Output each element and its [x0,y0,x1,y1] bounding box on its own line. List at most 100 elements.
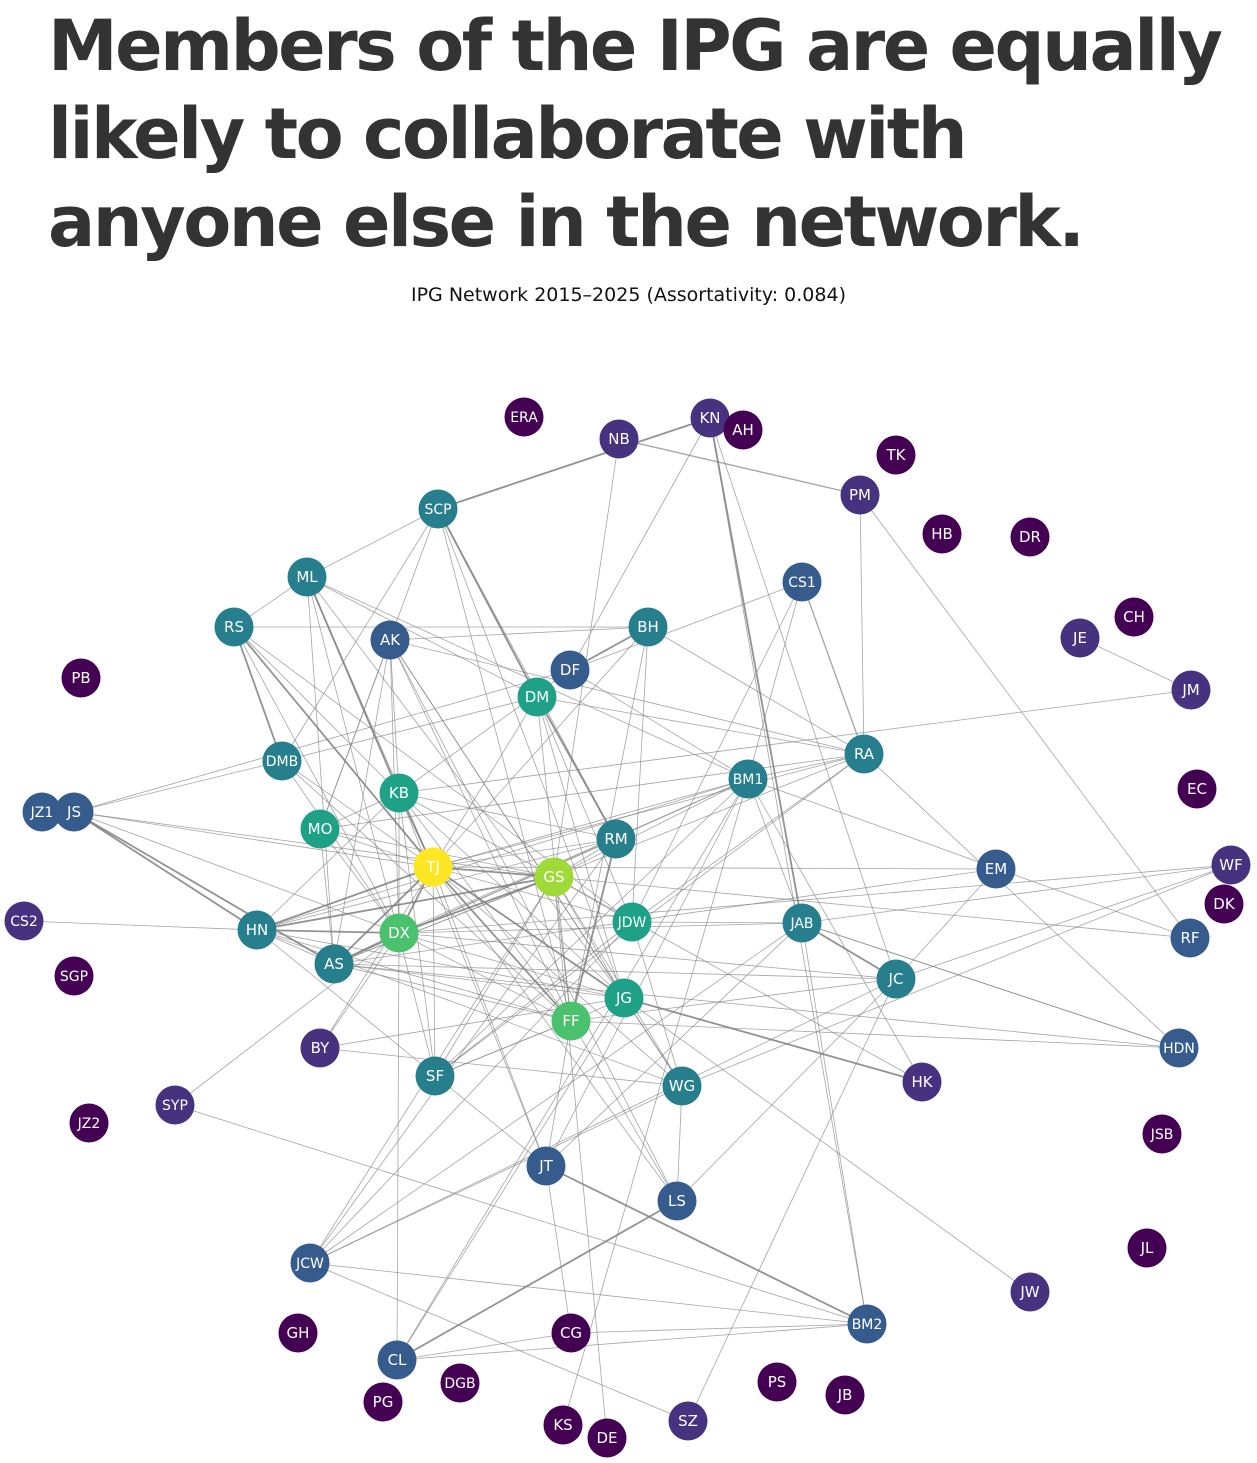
edge-jcw-bm2 [309,1262,868,1325]
edge-ak-mo [319,639,391,830]
node-dmb: DMB [262,741,302,781]
node-js: JS [54,792,94,832]
headline: Members of the IPG are equally likely to… [48,5,1223,263]
node-dgb: DGB [440,1363,480,1403]
edge-pm-rf [859,494,1191,939]
edge-dm-jdw [536,696,633,923]
edge-as-jg [333,963,625,999]
node-label: PB [71,669,90,687]
edge-jc-jcw [309,978,897,1264]
edge-js-as [73,811,335,965]
node-circle [418,489,458,529]
edge-hn-jg [256,929,625,999]
node-label: DM [525,688,550,706]
node-label: JS [66,803,81,821]
node-df: DF [550,650,590,690]
node-label: MO [308,820,333,838]
node-hdn: HDN [1159,1028,1199,1068]
edge-ak-as [333,639,391,965]
node-circle [54,792,94,832]
node-cl: CL [377,1340,417,1380]
node-circle [596,819,636,859]
node-dx: DX [379,913,419,953]
node-jc: JC [876,959,916,999]
node-label: BH [637,618,659,636]
node-circle [262,741,302,781]
edge-tj-as [333,866,434,965]
edge-ls-cl [396,1200,678,1361]
node-je: JE [1060,618,1100,658]
node-circle [1010,1272,1050,1312]
edge-ml-as [306,576,335,965]
edge-je-jm [1079,637,1192,691]
edge-dm-dmb [281,696,538,762]
edge-jt-bm2 [545,1165,868,1325]
edge-rm-as [333,838,617,965]
node-rs: RS [214,607,254,647]
node-label: JT [538,1157,553,1175]
node-circle [922,514,962,554]
node-label: HDN [1163,1041,1195,1057]
edge-dmb-tj [281,760,434,868]
node-era: ERA [504,397,544,437]
node-wf: WF [1211,845,1251,885]
node-rm: RM [596,819,636,859]
node-circle [1127,1228,1167,1268]
node-label: NB [608,430,630,448]
edge-ml-bm1 [306,576,749,780]
edge-dmb-ff [281,760,572,1022]
edge-gs-hk [553,876,923,1083]
node-label: KN [699,409,720,427]
edge-wf-jab [801,864,1232,924]
edge-rs-kb [233,626,400,794]
node-label: DF [560,661,580,679]
node-label: RF [1180,929,1199,947]
node-label: GS [543,868,564,886]
edge-dmb-js [73,760,283,813]
node-dr: DR [1010,517,1050,557]
edge-wf-jc [895,864,1232,980]
edge-dx-jab [398,922,803,934]
edge-by-wg [319,1047,683,1087]
node-circle [782,562,822,602]
edge-ra-jdw [631,753,865,923]
node-jl: JL [1127,1228,1167,1268]
edge-ml-tj [306,576,434,868]
node-label: CS2 [10,914,38,930]
edge-hdn-jab [801,922,1180,1049]
node-kn: KN [690,398,730,438]
node-label: JCW [295,1256,324,1272]
edge-jdw-jab [631,921,803,924]
node-scp: SCP [418,489,458,529]
node-label: JZ1 [30,805,54,821]
node-hk: HK [902,1062,942,1102]
node-label: DGB [444,1376,475,1392]
edge-gs-as [333,876,555,965]
node-ah: AH [723,410,763,450]
edge-cg-cl [396,1332,572,1361]
node-dm: DM [517,677,557,717]
node-jdw: JDW [612,902,652,942]
node-ec: EC [1177,769,1217,809]
edge-mo-as [319,828,335,965]
node-tj: TJ [413,847,453,887]
edge-as-hdn [333,963,1180,1049]
node-circle [543,1405,583,1445]
edge-ak-kb [389,639,400,794]
node-jw: JW [1010,1272,1050,1312]
node-circle [155,1085,195,1125]
node-circle [782,903,822,943]
edge-kn-jc [709,417,897,980]
edge-sf-ff [434,1020,572,1077]
node-label: EC [1187,780,1207,798]
node-circle [1010,517,1050,557]
edge-tj-ls [432,866,678,1202]
node-circle [628,607,668,647]
edge-js-tj [73,811,434,868]
node-circle [1142,1114,1182,1154]
edge-syp-dx [174,932,400,1106]
node-circle [587,1418,627,1458]
node-ak: AK [370,620,410,660]
node-jsb: JSB [1142,1114,1182,1154]
